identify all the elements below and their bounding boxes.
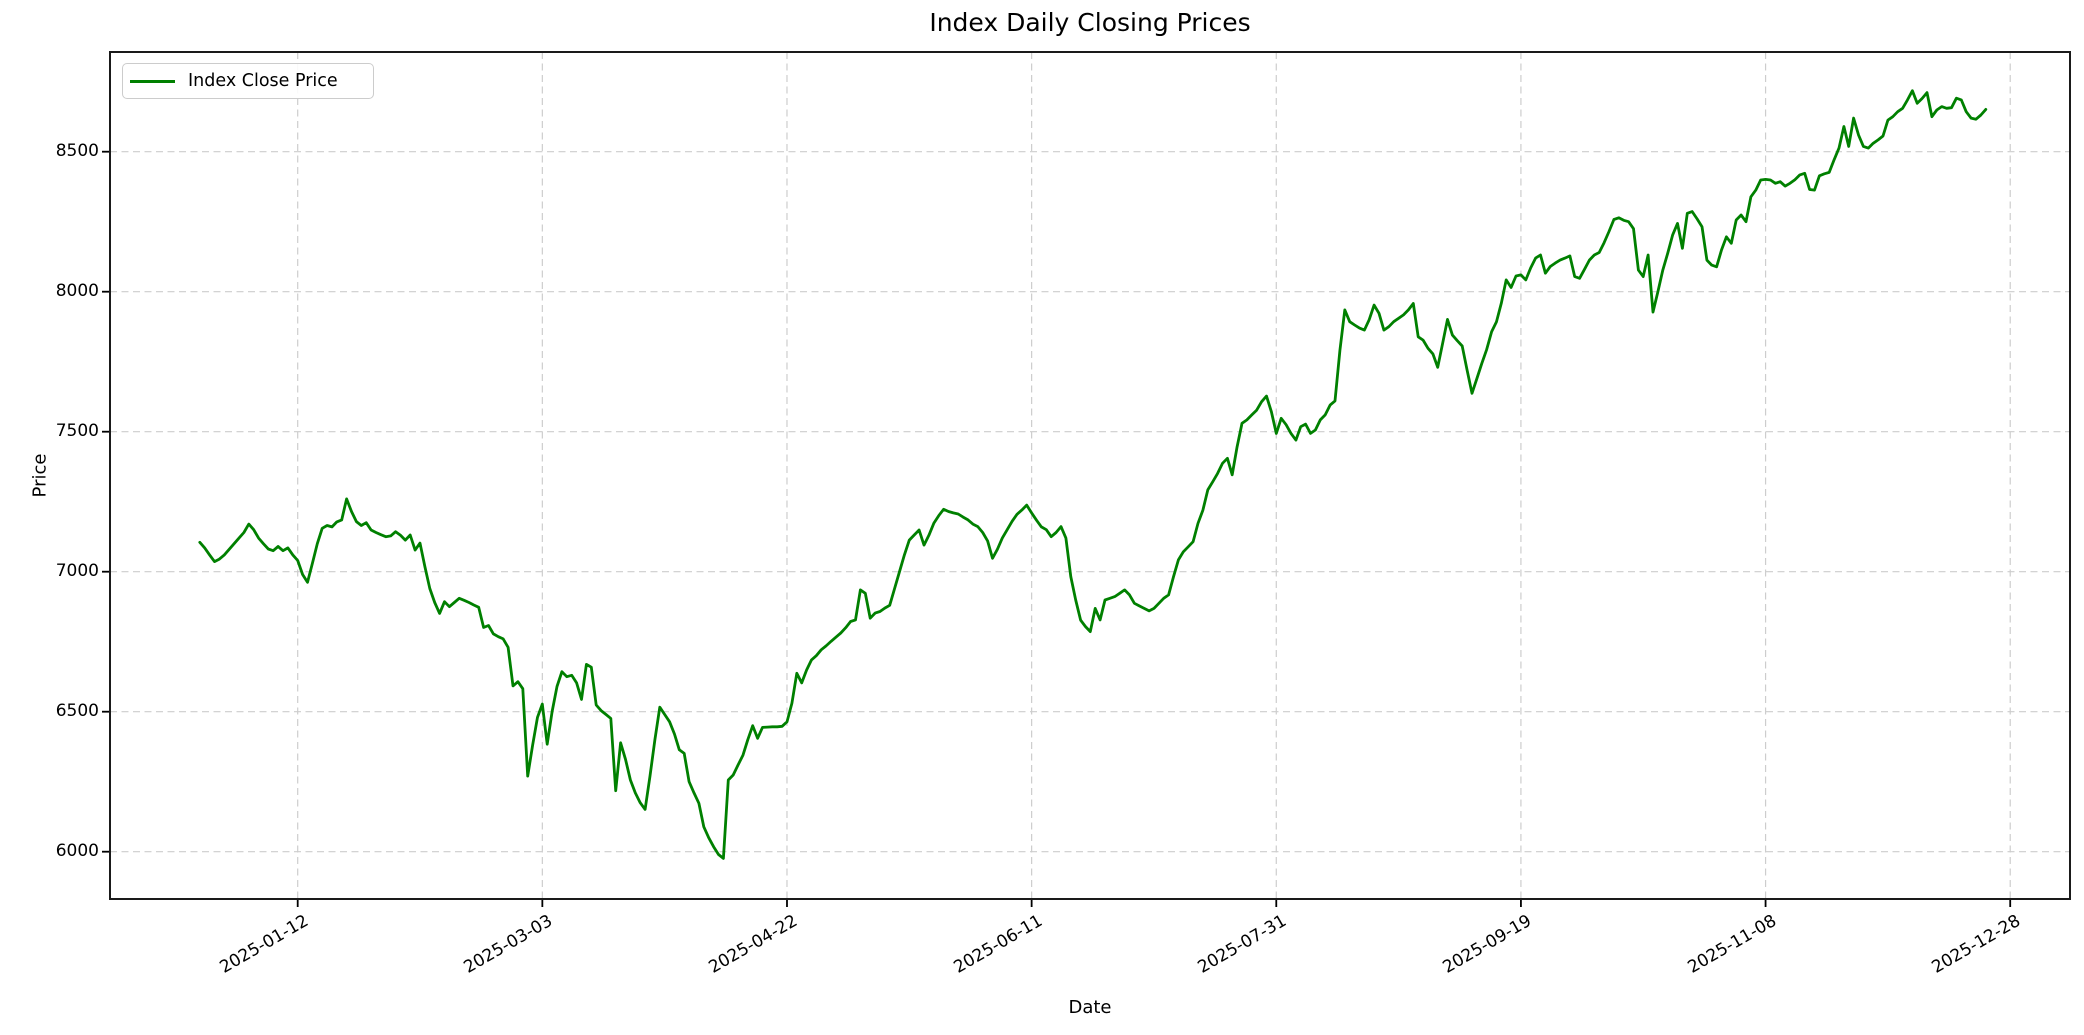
y-axis-label: Price [29,453,51,498]
legend-label: Index Close Price [188,71,338,91]
legend-line-sample-icon [130,79,175,83]
price-line-series [198,89,1988,860]
legend: Index Close Price [122,63,374,99]
y-tick-label: 7500 [55,421,99,442]
x-axis-label: Date [1068,997,1112,1018]
y-tick-label: 7000 [55,561,99,582]
chart-title: Index Daily Closing Prices [929,8,1251,37]
y-tick-label: 8500 [55,141,99,162]
y-tick-label: 8000 [55,281,99,302]
plot-frame [109,51,2071,900]
y-tick-label: 6500 [55,701,99,722]
y-tick-label: 6000 [55,841,99,862]
